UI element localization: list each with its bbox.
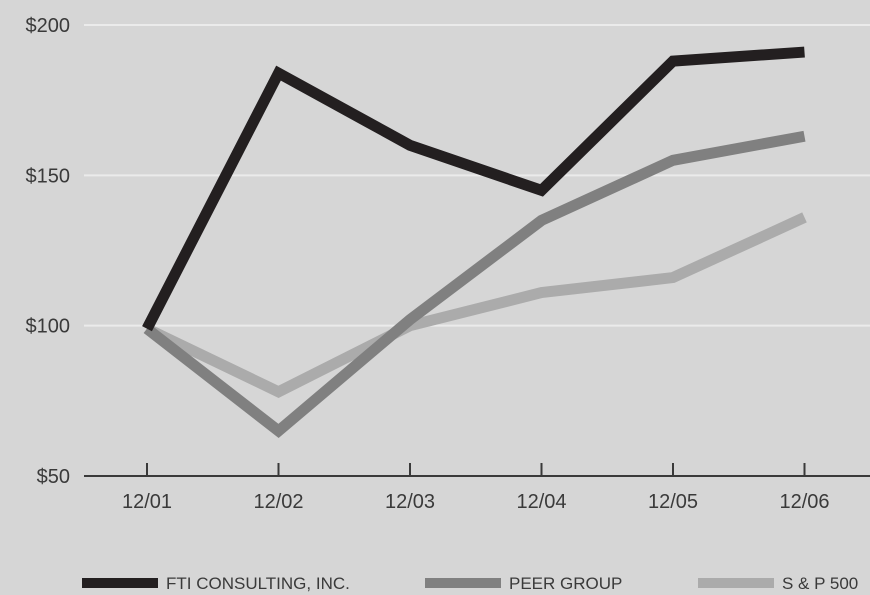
series-line-s-p-500	[144, 212, 807, 398]
x-tick-label: 12/05	[648, 491, 698, 513]
y-tick-label: $100	[26, 316, 71, 338]
legend-swatch	[82, 578, 158, 588]
x-tick-label: 12/01	[122, 491, 172, 513]
legend-swatch	[698, 578, 774, 588]
legend-item-fti-consulting-inc: FTI CONSULTING, INC.	[82, 574, 350, 593]
legend-item-s-p-500: S & P 500	[698, 574, 858, 593]
y-tick-label: $150	[26, 165, 71, 187]
legend: FTI CONSULTING, INC. PEER GROUP S & P 500	[82, 574, 858, 593]
y-axis-tick-labels: $200 $150 $100 $50	[26, 15, 71, 488]
x-tick-label: 12/03	[385, 491, 435, 513]
x-tick-label: 12/06	[779, 491, 829, 513]
x-axis	[84, 463, 870, 477]
series-line-peer-group	[143, 130, 806, 438]
y-tick-label: $200	[26, 15, 71, 37]
legend-label: S & P 500	[782, 574, 858, 593]
x-tick-label: 12/02	[253, 491, 303, 513]
x-axis-tick-labels: 12/01 12/02 12/03 12/04 12/05 12/06	[122, 491, 830, 513]
grid-lines	[84, 24, 870, 327]
x-tick-label: 12/04	[516, 491, 566, 513]
legend-label: FTI CONSULTING, INC.	[166, 574, 350, 593]
legend-label: PEER GROUP	[509, 574, 622, 593]
legend-swatch	[425, 578, 501, 588]
legend-item-peer-group: PEER GROUP	[425, 574, 622, 593]
y-tick-label: $50	[37, 466, 70, 488]
series-lines	[142, 46, 807, 438]
series-line-fti-consulting-inc	[142, 46, 805, 332]
